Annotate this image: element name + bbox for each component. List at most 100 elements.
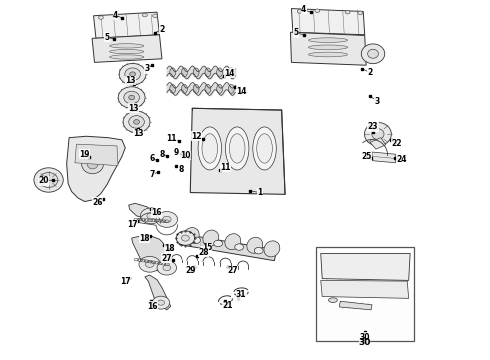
Ellipse shape	[130, 72, 136, 77]
Text: 3: 3	[374, 96, 380, 105]
Text: 5: 5	[294, 28, 299, 37]
Polygon shape	[94, 12, 159, 39]
Polygon shape	[292, 9, 365, 35]
Polygon shape	[132, 235, 172, 273]
Text: 17: 17	[127, 220, 138, 229]
Ellipse shape	[143, 13, 147, 17]
Text: 8: 8	[179, 165, 184, 174]
Ellipse shape	[125, 68, 141, 81]
Polygon shape	[179, 234, 277, 261]
Polygon shape	[321, 280, 409, 298]
Polygon shape	[370, 138, 386, 149]
Polygon shape	[75, 144, 118, 166]
Ellipse shape	[205, 85, 211, 93]
Polygon shape	[190, 108, 285, 194]
Ellipse shape	[315, 9, 320, 13]
Ellipse shape	[264, 241, 280, 257]
Polygon shape	[129, 203, 156, 220]
Ellipse shape	[229, 134, 245, 163]
Ellipse shape	[123, 111, 150, 133]
Ellipse shape	[163, 216, 171, 222]
Ellipse shape	[203, 230, 219, 246]
Ellipse shape	[119, 63, 146, 85]
Ellipse shape	[181, 68, 187, 77]
Text: 23: 23	[368, 122, 378, 131]
Text: 22: 22	[391, 139, 402, 148]
Polygon shape	[145, 275, 171, 310]
Ellipse shape	[257, 134, 272, 163]
Ellipse shape	[118, 87, 145, 108]
Ellipse shape	[163, 265, 171, 271]
Ellipse shape	[170, 68, 175, 77]
Ellipse shape	[225, 127, 249, 170]
Ellipse shape	[156, 212, 177, 227]
Text: 13: 13	[128, 104, 139, 113]
Ellipse shape	[205, 68, 211, 77]
Ellipse shape	[81, 154, 103, 174]
Ellipse shape	[228, 68, 234, 77]
Text: 6: 6	[149, 154, 155, 163]
Ellipse shape	[361, 44, 385, 64]
Text: 4: 4	[301, 5, 306, 14]
Ellipse shape	[368, 49, 378, 58]
Text: 16: 16	[151, 208, 161, 217]
Text: 14: 14	[224, 69, 235, 78]
Ellipse shape	[235, 244, 244, 250]
Text: 7: 7	[149, 170, 155, 179]
Text: 16: 16	[147, 302, 157, 311]
Text: 17: 17	[120, 276, 131, 285]
Polygon shape	[67, 136, 125, 202]
Text: 27: 27	[162, 254, 172, 263]
Text: 1: 1	[257, 188, 262, 197]
Text: 30: 30	[359, 338, 371, 347]
Text: 31: 31	[236, 290, 246, 299]
Polygon shape	[339, 301, 372, 310]
Text: 18: 18	[140, 234, 150, 243]
Ellipse shape	[329, 298, 337, 302]
Text: 25: 25	[361, 152, 371, 161]
Ellipse shape	[146, 261, 154, 267]
Text: 4: 4	[113, 10, 118, 19]
Ellipse shape	[217, 68, 222, 77]
Text: 3: 3	[145, 64, 150, 73]
Text: 28: 28	[198, 248, 209, 257]
Ellipse shape	[193, 68, 199, 77]
Ellipse shape	[98, 16, 103, 19]
Ellipse shape	[228, 85, 234, 93]
Ellipse shape	[170, 85, 175, 93]
Text: 29: 29	[185, 266, 196, 275]
Polygon shape	[321, 253, 410, 280]
Ellipse shape	[157, 300, 165, 305]
Ellipse shape	[39, 172, 58, 188]
Ellipse shape	[202, 134, 218, 163]
Text: 9: 9	[174, 148, 179, 157]
Ellipse shape	[358, 11, 363, 15]
Ellipse shape	[110, 55, 144, 59]
Ellipse shape	[309, 38, 347, 42]
Ellipse shape	[183, 228, 199, 244]
Text: 10: 10	[180, 151, 191, 160]
Text: 12: 12	[191, 132, 201, 141]
Ellipse shape	[214, 240, 222, 247]
Ellipse shape	[110, 44, 144, 48]
Ellipse shape	[147, 213, 155, 219]
Ellipse shape	[181, 85, 187, 93]
Ellipse shape	[225, 234, 241, 250]
Text: 21: 21	[222, 301, 233, 310]
Ellipse shape	[176, 231, 195, 245]
Ellipse shape	[124, 91, 140, 104]
Ellipse shape	[309, 45, 347, 50]
Ellipse shape	[192, 237, 200, 243]
Text: 11: 11	[220, 163, 231, 172]
Ellipse shape	[87, 159, 98, 169]
Ellipse shape	[129, 116, 145, 128]
Ellipse shape	[253, 127, 276, 170]
Text: 18: 18	[164, 244, 174, 253]
Text: 26: 26	[92, 198, 103, 207]
Ellipse shape	[134, 120, 140, 124]
Text: 11: 11	[167, 134, 177, 143]
Ellipse shape	[309, 52, 347, 57]
Text: 20: 20	[38, 176, 49, 185]
Ellipse shape	[34, 168, 63, 192]
Ellipse shape	[113, 15, 118, 18]
